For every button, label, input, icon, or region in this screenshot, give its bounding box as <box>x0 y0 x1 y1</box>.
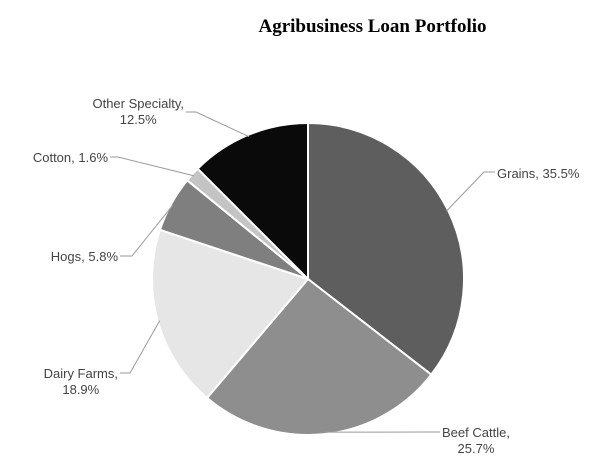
leader-line-cotton <box>110 156 194 177</box>
slice-label-hogs: Hogs, 5.8% <box>51 249 119 264</box>
leader-line-hogs <box>120 204 174 257</box>
leader-line-dairy-farms <box>120 320 161 374</box>
slice-labels: Grains, 35.5% Beef Cattle, 25.7% Dairy Farm… <box>33 96 580 456</box>
leader-line-grains <box>445 171 495 212</box>
slice-label-grains: Grains, 35.5% <box>497 166 580 181</box>
slice-label-cotton: Cotton, 1.6% <box>33 150 109 165</box>
pie-slices <box>151 121 465 436</box>
slice-label-other-specialty: Other Specialty, 12.5% <box>92 96 184 127</box>
pie-slice-dairy-farms <box>151 228 310 400</box>
leader-line-other-specialty <box>186 111 250 138</box>
chart-title: Agribusiness Loan Portfolio <box>258 16 487 37</box>
slice-label-beef-cattle: Beef Cattle, 25.7% <box>442 425 510 456</box>
leader-lines <box>110 111 495 433</box>
pie-slice-beef-cattle <box>205 277 433 436</box>
slice-label-dairy-farms: Dairy Farms, 18.9% <box>44 366 118 397</box>
pie-slice-other-specialty <box>196 121 309 282</box>
pie-slice-grains <box>307 121 465 377</box>
